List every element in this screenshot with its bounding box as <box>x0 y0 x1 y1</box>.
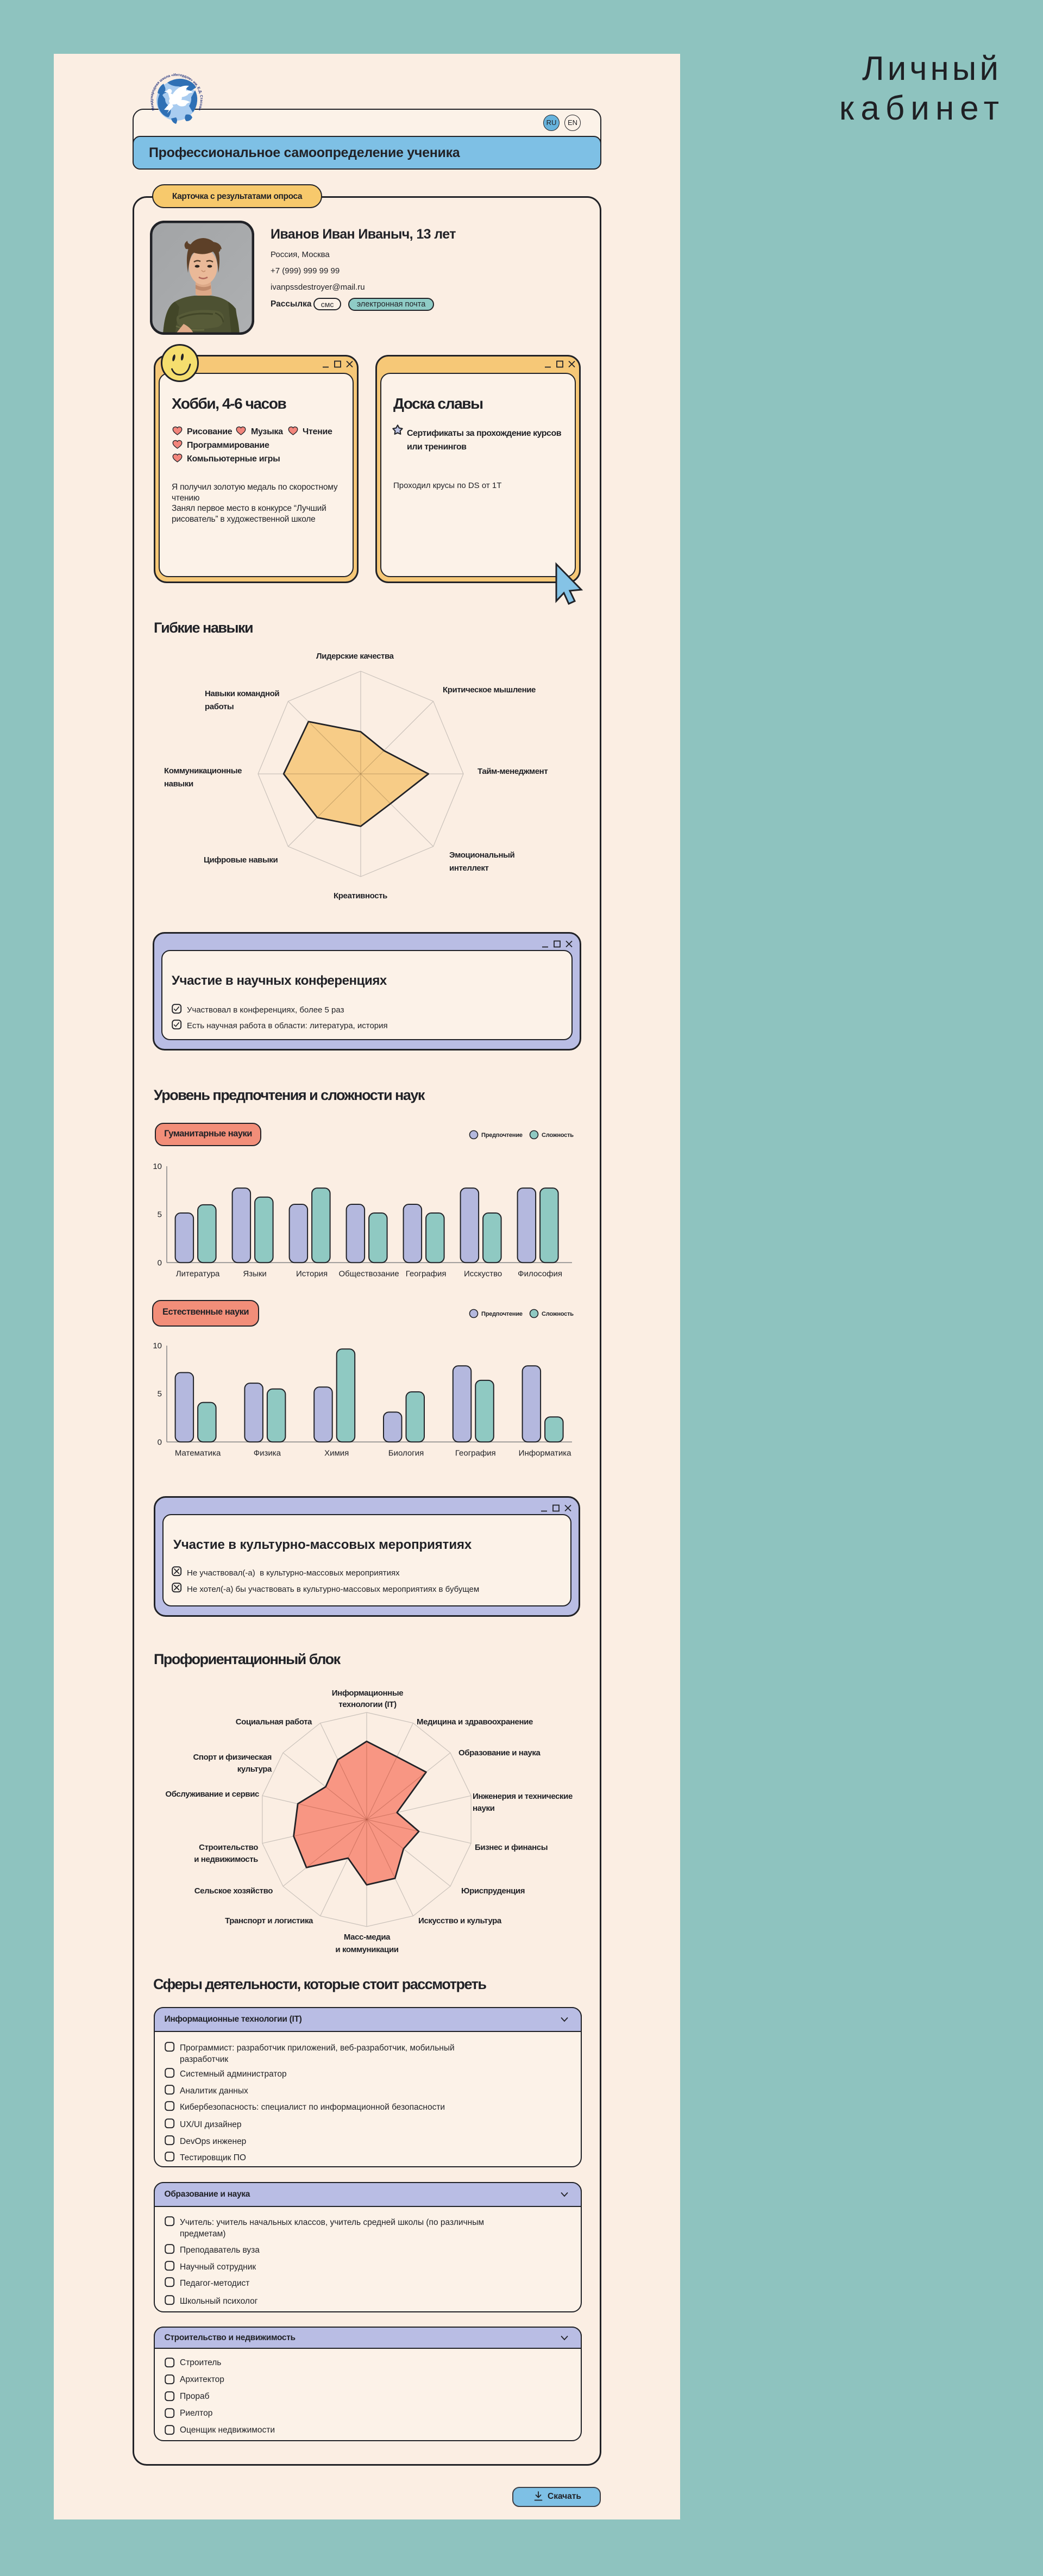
svg-text:Сложность: Сложность <box>542 1311 574 1317</box>
svg-text:Химия: Химия <box>324 1448 349 1458</box>
svg-text:Обществозание: Обществозание <box>338 1269 399 1278</box>
svg-text:Математика: Математика <box>175 1448 221 1458</box>
svg-text:Философия: Философия <box>518 1269 562 1278</box>
svg-text:География: География <box>406 1269 447 1278</box>
svg-text:10: 10 <box>153 1161 162 1171</box>
svg-text:Литература: Литература <box>176 1269 220 1278</box>
svg-text:0: 0 <box>158 1258 162 1267</box>
svg-text:Информатика: Информатика <box>519 1448 571 1458</box>
svg-text:5: 5 <box>158 1210 162 1219</box>
svg-text:0: 0 <box>158 1437 162 1447</box>
svg-text:История: История <box>296 1269 328 1278</box>
svg-text:Предпочтение: Предпочтение <box>481 1132 523 1139</box>
svg-text:Предпочтение: Предпочтение <box>481 1311 523 1317</box>
svg-text:География: География <box>455 1448 496 1458</box>
svg-text:Сложность: Сложность <box>542 1132 574 1139</box>
svg-text:10: 10 <box>153 1341 162 1350</box>
svg-text:Исскуство: Исскуство <box>464 1269 502 1278</box>
svg-text:5: 5 <box>158 1390 162 1399</box>
svg-text:Языки: Языки <box>243 1269 266 1278</box>
svg-text:Биология: Биология <box>388 1448 424 1458</box>
svg-text:Физика: Физика <box>254 1448 281 1458</box>
